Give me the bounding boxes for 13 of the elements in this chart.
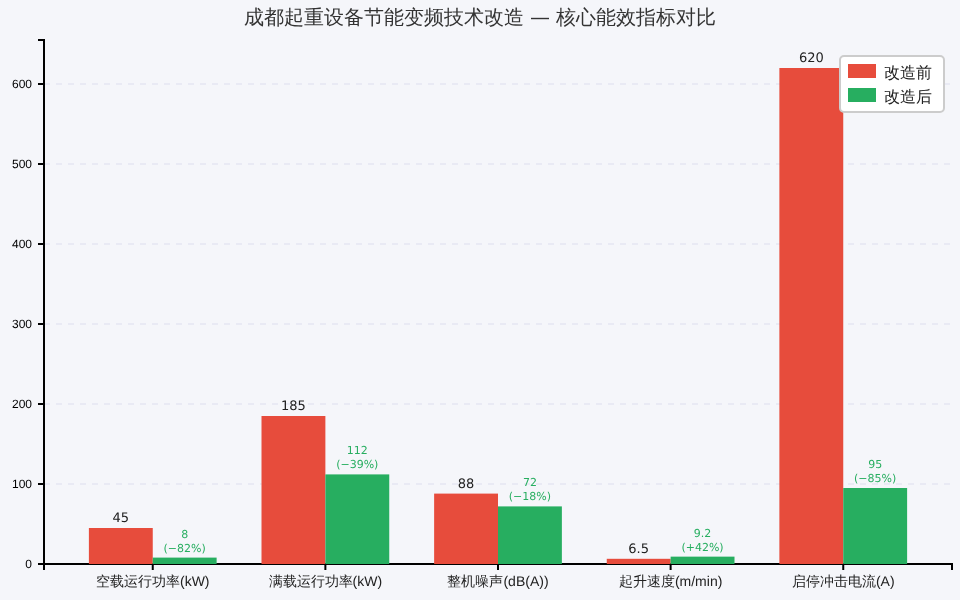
bar (779, 68, 844, 564)
bar (498, 506, 562, 564)
bar (670, 556, 735, 564)
legend-label: 改造前 (884, 64, 932, 82)
bar (88, 528, 153, 564)
chart-title: 成都起重设备节能变频技术改造 — 核心能效指标对比 (243, 6, 717, 30)
bar (152, 557, 217, 564)
bar (606, 558, 671, 564)
bar (261, 416, 326, 564)
bar (843, 488, 908, 564)
bar (434, 493, 498, 564)
legend-label: 改造后 (884, 88, 932, 106)
bar (325, 474, 390, 564)
